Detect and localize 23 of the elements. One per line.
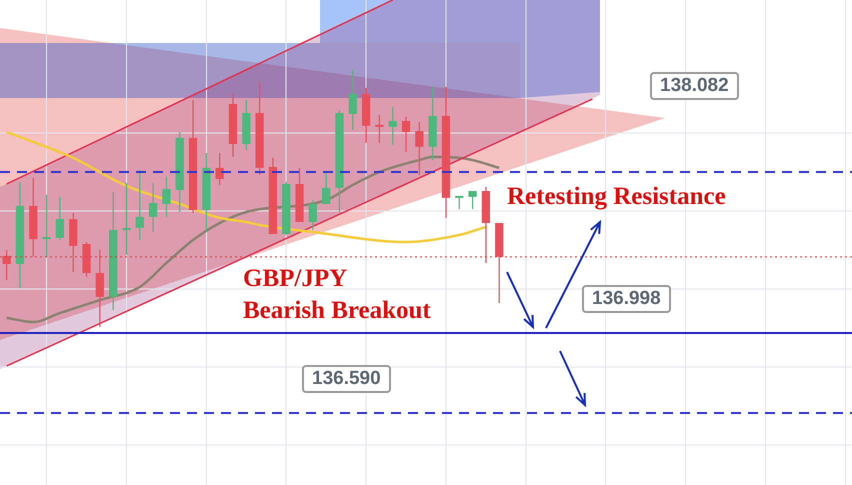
annotation: Retesting Resistance (507, 182, 726, 212)
candlestick (136, 169, 144, 241)
candlestick (388, 106, 397, 146)
candlestick (415, 121, 424, 176)
candlestick (148, 182, 158, 233)
candlestick (308, 199, 317, 231)
candlestick (162, 176, 171, 218)
candlestick (216, 152, 224, 186)
candlestick (56, 196, 64, 241)
candlestick (322, 172, 330, 205)
candlestick (42, 194, 51, 258)
candlestick (2, 249, 11, 281)
candlestick (375, 114, 384, 144)
ref-line-label: 136.590 (302, 365, 391, 394)
candlestick (455, 196, 464, 210)
candlestick (468, 190, 477, 210)
annotation: 138.082 (650, 72, 739, 100)
candlestick (122, 182, 131, 256)
candlestick (96, 249, 104, 328)
candlestick (348, 69, 357, 131)
annotation: GBP/JPY Bearish Breakout (243, 264, 431, 326)
ref-line-label: 136.998 (582, 285, 671, 313)
candlestick (402, 116, 410, 153)
